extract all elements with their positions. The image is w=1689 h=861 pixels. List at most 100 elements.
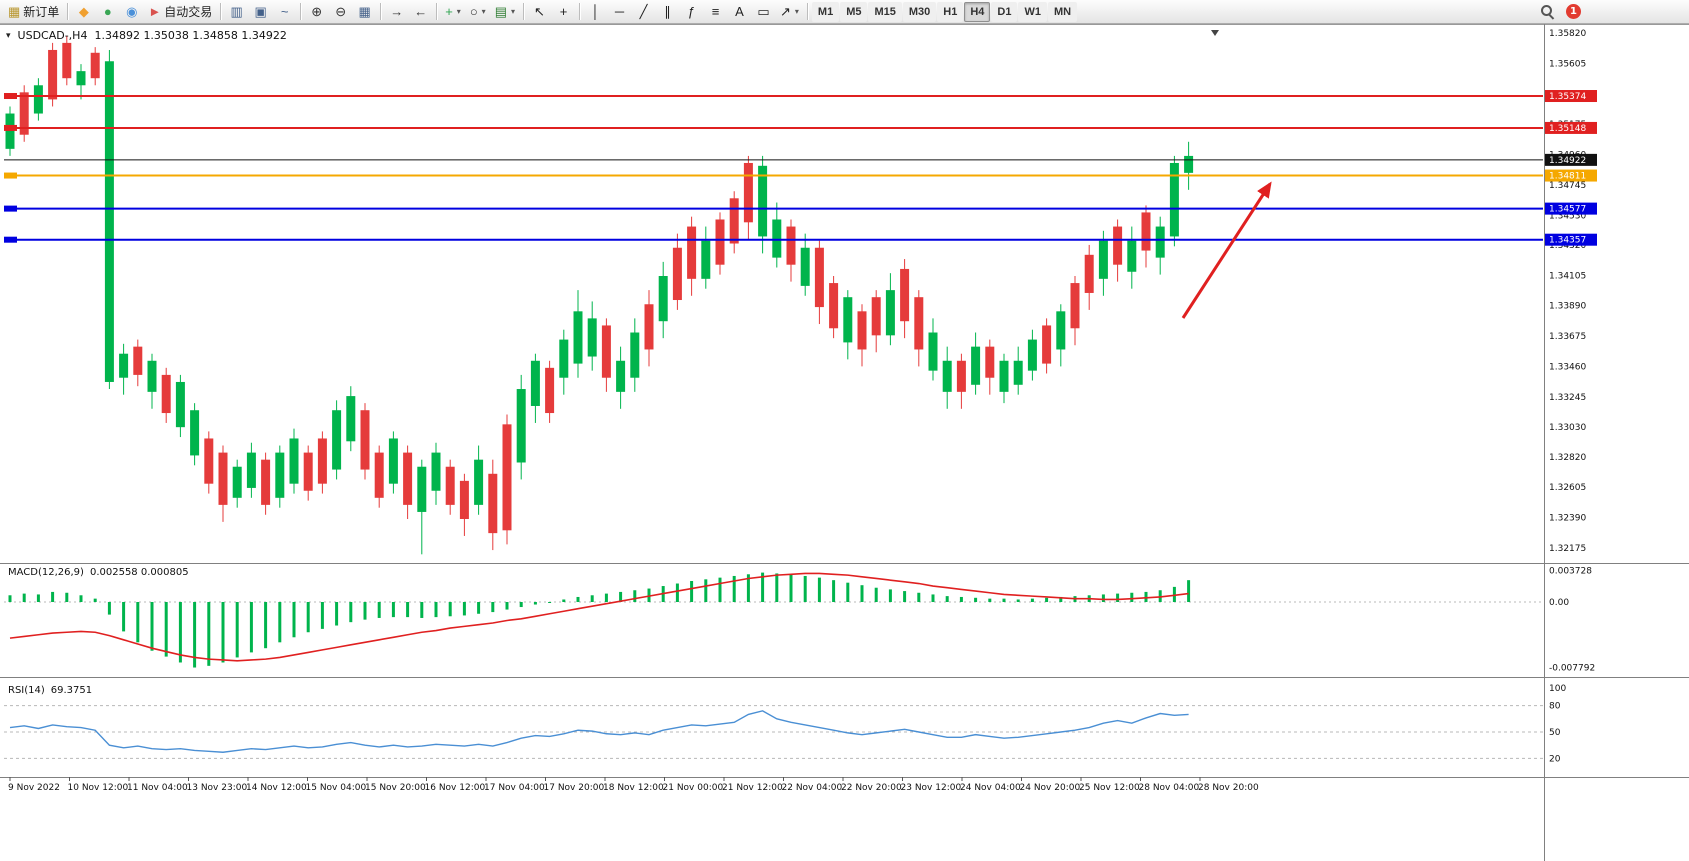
svg-text:1.32820: 1.32820 xyxy=(1549,453,1586,463)
profiles-icon: ○ xyxy=(469,4,478,19)
svg-text:1.35605: 1.35605 xyxy=(1549,59,1586,69)
svg-text:22 Nov 20:00: 22 Nov 20:00 xyxy=(841,783,902,793)
toolbar-separator xyxy=(579,3,580,20)
svg-text:21 Nov 00:00: 21 Nov 00:00 xyxy=(663,783,724,793)
support-icon: ● xyxy=(103,4,112,19)
toolbar-separator xyxy=(220,3,222,20)
timeframe-w1[interactable]: W1 xyxy=(1018,1,1047,22)
shapes-icon: ≡ xyxy=(711,4,720,19)
shapes-button[interactable]: ≡ xyxy=(704,1,727,22)
timeframe-h4[interactable]: H4 xyxy=(964,1,991,22)
timeframe-h1[interactable]: H1 xyxy=(937,1,964,22)
svg-text:20: 20 xyxy=(1549,754,1561,764)
toolbar-separator xyxy=(436,3,438,20)
community-button[interactable]: ◉ xyxy=(120,1,143,22)
chevron-down-icon: ▾ xyxy=(481,7,486,16)
crosshair-button[interactable]: + xyxy=(552,1,575,22)
trendline-button[interactable]: ╱ xyxy=(632,1,655,22)
trend-arrow[interactable] xyxy=(1181,181,1272,319)
text-label-button[interactable]: ▭ xyxy=(752,1,775,22)
svg-text:25 Nov 12:00: 25 Nov 12:00 xyxy=(1079,783,1140,793)
zoom-in-button[interactable]: ⊕ xyxy=(305,1,328,22)
svg-text:15 Nov 04:00: 15 Nov 04:00 xyxy=(306,783,367,793)
new-order-button-button[interactable]: ▦ 新订单 xyxy=(4,1,63,22)
timeframe-m5[interactable]: M5 xyxy=(840,1,868,22)
channel-button[interactable]: ∥ xyxy=(656,1,679,22)
svg-text:28 Nov 04:00: 28 Nov 04:00 xyxy=(1139,783,1200,793)
svg-text:100: 100 xyxy=(1549,684,1566,694)
auto-trading-button-button[interactable]: ► 自动交易 xyxy=(144,1,216,22)
auto-scroll-button[interactable]: → xyxy=(385,1,408,22)
crosshair-icon: + xyxy=(559,4,568,19)
timeframe-mn[interactable]: MN xyxy=(1047,1,1078,22)
new-chart-button[interactable]: + ▾ xyxy=(441,1,465,22)
svg-text:21 Nov 12:00: 21 Nov 12:00 xyxy=(722,783,783,793)
svg-text:1.34530: 1.34530 xyxy=(1549,211,1586,221)
chart-window[interactable]: 1.358201.356051.353901.351751.349601.347… xyxy=(0,24,1689,861)
svg-text:80: 80 xyxy=(1549,702,1561,712)
svg-text:17 Nov 04:00: 17 Nov 04:00 xyxy=(484,783,545,793)
toolbar: ▦ 新订单 ◆ ● ◉ ► 自动交易 ▥ ▣ ~ ⊕ ⊖ ▦ → ← + ▾ ○ ▾ ▤ ▾ ↖ + │ ─ ╱ ∥ ƒ ≡ A ▭ ↗ ▾ M1… xyxy=(0,0,1689,24)
community-icon: ◉ xyxy=(126,4,138,19)
vertical-line-button[interactable]: │ xyxy=(584,1,607,22)
chart-frame xyxy=(0,24,1689,861)
timeframe-m15[interactable]: M15 xyxy=(868,1,902,22)
arrows-button[interactable]: ↗ ▾ xyxy=(776,1,803,22)
svg-text:10 Nov 12:00: 10 Nov 12:00 xyxy=(68,783,129,793)
zoom-out-button[interactable]: ⊖ xyxy=(329,1,352,22)
timeframe-m30[interactable]: M30 xyxy=(902,1,937,22)
cursor-icon: ↖ xyxy=(534,4,545,19)
tile-windows-button[interactable]: ▦ xyxy=(353,1,376,22)
text-button[interactable]: A xyxy=(728,1,751,22)
svg-text:1.33890: 1.33890 xyxy=(1549,302,1586,312)
rsi-pane xyxy=(9,710,1189,753)
bar-chart-button[interactable]: ▥ xyxy=(225,1,248,22)
rsi-label: RSI(14) 69.3751 xyxy=(8,685,92,696)
indicators-button[interactable]: ▤ ▾ xyxy=(491,1,519,22)
zoom-in-icon: ⊕ xyxy=(311,4,323,19)
chart-title: ▾ USDCAD-,H4 1.34892 1.35038 1.34858 1.3… xyxy=(6,29,287,42)
chart-shift-button[interactable]: ← xyxy=(409,1,432,22)
new-order-button-label: 新订单 xyxy=(23,5,60,19)
candlestick-chart-button[interactable]: ▣ xyxy=(249,1,272,22)
timeframe-m1[interactable]: M1 xyxy=(811,1,840,22)
svg-text:28 Nov 20:00: 28 Nov 20:00 xyxy=(1198,783,1259,793)
support-button[interactable]: ● xyxy=(96,1,119,22)
cursor-button[interactable]: ↖ xyxy=(528,1,551,22)
notification-badge[interactable]: 1 xyxy=(1566,4,1581,19)
chart-canvas[interactable]: 1.358201.356051.353901.351751.349601.347… xyxy=(0,24,1689,861)
svg-text:1.33030: 1.33030 xyxy=(1549,423,1586,433)
fibonacci-button[interactable]: ƒ xyxy=(680,1,703,22)
collapse-chart-icon[interactable]: ▾ xyxy=(6,30,11,41)
hline-left-tag xyxy=(4,93,17,100)
horizontal-line-button[interactable]: ─ xyxy=(608,1,631,22)
market-button[interactable]: ◆ xyxy=(72,1,95,22)
trendline-icon: ╱ xyxy=(639,4,648,19)
hline-left-tag xyxy=(4,172,17,179)
horizontal-line-icon: ─ xyxy=(614,4,625,19)
svg-text:24 Nov 04:00: 24 Nov 04:00 xyxy=(960,783,1021,793)
auto-scroll-icon: → xyxy=(390,4,404,19)
vertical-line-icon: │ xyxy=(591,4,600,19)
svg-text:1.35148: 1.35148 xyxy=(1549,124,1586,134)
profiles-button[interactable]: ○ ▾ xyxy=(466,1,490,22)
svg-text:22 Nov 04:00: 22 Nov 04:00 xyxy=(782,783,843,793)
arrows-icon: ↗ xyxy=(780,4,791,19)
auto-trading-button-label: 自动交易 xyxy=(164,5,213,19)
svg-text:0.003728: 0.003728 xyxy=(1549,567,1592,577)
svg-text:1.34745: 1.34745 xyxy=(1549,181,1586,191)
text-icon: A xyxy=(735,4,744,19)
toolbar-separator xyxy=(67,3,69,20)
macd-name: MACD(12,26,9) xyxy=(8,567,84,578)
timeframe-d1[interactable]: D1 xyxy=(991,1,1018,22)
toolbar-separator xyxy=(523,3,524,20)
search-icon[interactable] xyxy=(1536,1,1559,22)
svg-text:1.35820: 1.35820 xyxy=(1549,29,1586,39)
line-chart-button[interactable]: ~ xyxy=(273,1,296,22)
svg-text:1.32175: 1.32175 xyxy=(1549,544,1586,554)
hline-objects[interactable]: 1.35374 1.35148 1.34811 1.34577 1.34357 1.349… xyxy=(4,90,1597,246)
price-axis: 1.358201.356051.353901.351751.349601.347… xyxy=(1549,29,1595,764)
svg-text:1.35374: 1.35374 xyxy=(1549,92,1586,102)
bar-chart-icon: ▥ xyxy=(230,4,243,19)
